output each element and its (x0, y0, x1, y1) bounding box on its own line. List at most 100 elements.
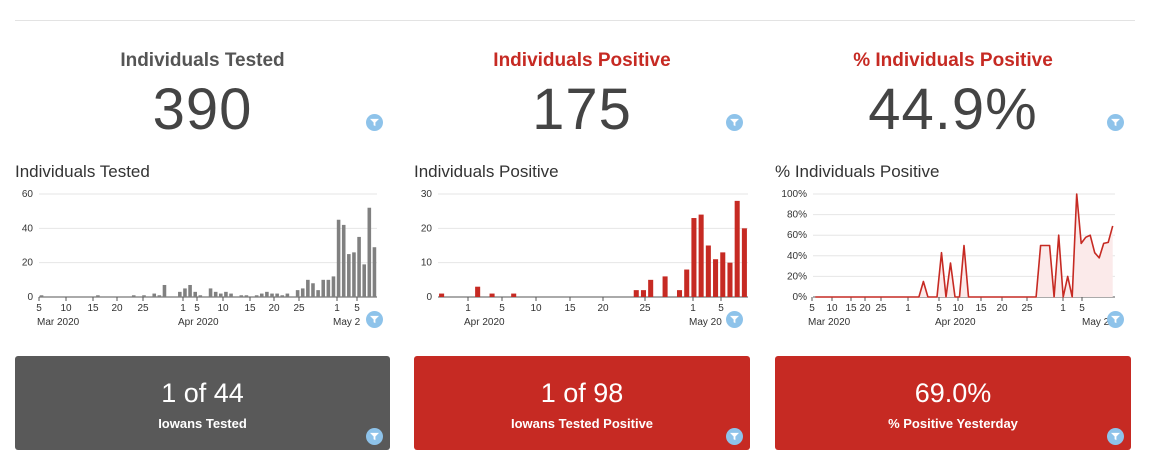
filter-icon[interactable] (726, 428, 743, 445)
x-tick-label: 20 (859, 303, 871, 314)
y-tick-label: 100% (781, 189, 807, 200)
y-tick-label: 20 (22, 258, 34, 269)
y-tick-label: 30 (421, 189, 433, 200)
card-value: 1 of 44 (161, 378, 244, 408)
x-tick-label: 5 (809, 303, 815, 314)
x-tick-label: 1 (905, 303, 911, 314)
kpi-title: Individuals Tested (120, 50, 285, 71)
x-tick-label: 15 (564, 303, 576, 314)
x-tick-label: 25 (293, 303, 305, 314)
bar (347, 254, 351, 297)
bar (193, 291, 197, 297)
filter-icon[interactable] (726, 311, 743, 328)
card-value: 1 of 98 (540, 378, 624, 408)
x-group-label: Apr 2020 (935, 317, 976, 328)
bar (372, 247, 377, 297)
x-tick-label: 1 (465, 303, 471, 314)
bar (326, 279, 331, 297)
card-label: Iowans Tested (158, 416, 247, 431)
bar (727, 262, 733, 297)
bar (439, 293, 445, 297)
panel-individuals-tested: Individuals Tested 390 Individuals Teste… (15, 22, 390, 462)
filter-icon[interactable] (726, 114, 743, 131)
bar (306, 279, 310, 297)
y-tick-label: 40 (22, 223, 34, 234)
kpi-value: 44.9% (868, 77, 1038, 142)
bar (142, 295, 146, 297)
filter-icon[interactable] (366, 311, 383, 328)
x-tick-label: 15 (87, 303, 99, 314)
x-tick-label: 10 (217, 303, 229, 314)
bar (357, 236, 361, 297)
filter-icon[interactable] (366, 428, 383, 445)
chart-title: Individuals Tested (15, 162, 150, 181)
bar (270, 293, 274, 297)
x-tick-label: 5 (36, 303, 42, 314)
y-tick-label: 60 (22, 189, 34, 200)
bar (684, 269, 690, 297)
x-tick-label: 20 (597, 303, 609, 314)
x-group-label: Mar 2020 (808, 317, 851, 328)
bar (275, 293, 279, 297)
bar (208, 288, 213, 297)
x-tick-label: 10 (952, 303, 964, 314)
filter-icon[interactable] (366, 114, 383, 131)
bar (475, 286, 481, 297)
kpi-value: 390 (152, 77, 253, 142)
y-tick-label: 20 (421, 223, 433, 234)
x-tick-label: 5 (499, 303, 505, 314)
x-tick-label: 10 (530, 303, 542, 314)
kpi-title: % Individuals Positive (853, 50, 1053, 71)
bar (157, 295, 162, 297)
bar (244, 295, 249, 297)
y-tick-label: 10 (421, 258, 433, 269)
chart-title: % Individuals Positive (775, 162, 940, 181)
card-label: Iowans Tested Positive (510, 416, 654, 431)
bar (300, 288, 305, 297)
filter-icon[interactable] (1107, 311, 1124, 328)
bar (239, 295, 244, 297)
y-tick-label: 0 (27, 292, 33, 303)
bar (367, 207, 372, 297)
x-group-label: May 2 (1082, 317, 1110, 328)
bar (265, 291, 269, 297)
bar (691, 218, 697, 297)
bar (698, 214, 704, 297)
x-tick-label: 5 (718, 303, 724, 314)
y-tick-label: 20% (787, 271, 807, 282)
x-group-label: May 20 (689, 317, 722, 328)
bar (362, 264, 366, 297)
bar (131, 295, 136, 297)
x-tick-label: 10 (826, 303, 838, 314)
x-tick-label: 5 (354, 303, 360, 314)
bar (321, 279, 326, 297)
y-tick-label: 80% (787, 210, 807, 221)
x-tick-label: 25 (1021, 303, 1033, 314)
series-line (815, 193, 1114, 298)
filter-icon[interactable] (1107, 428, 1124, 445)
bar (662, 276, 668, 297)
x-tick-label: 25 (639, 303, 651, 314)
bar (254, 295, 259, 297)
x-tick-label: 1 (1060, 303, 1066, 314)
bar (219, 293, 223, 297)
bar (280, 295, 285, 297)
filter-icon[interactable] (1107, 114, 1124, 131)
bar (224, 291, 228, 297)
bar (633, 290, 639, 297)
x-tick-label: 25 (875, 303, 887, 314)
bar (285, 293, 290, 297)
x-tick-label: 15 (975, 303, 987, 314)
bar (713, 259, 719, 297)
panel-individuals-positive: Individuals Positive 175 Individuals Pos… (414, 22, 750, 462)
bar (229, 293, 233, 297)
x-tick-label: 5 (1079, 303, 1085, 314)
x-group-label: Apr 2020 (464, 317, 505, 328)
x-group-label: Mar 2020 (37, 317, 80, 328)
panel-percent-positive: % Individuals Positive 44.9% % Individua… (775, 22, 1131, 462)
x-tick-label: 20 (268, 303, 280, 314)
bar (259, 293, 264, 297)
bar (352, 252, 356, 297)
bar (741, 228, 747, 297)
